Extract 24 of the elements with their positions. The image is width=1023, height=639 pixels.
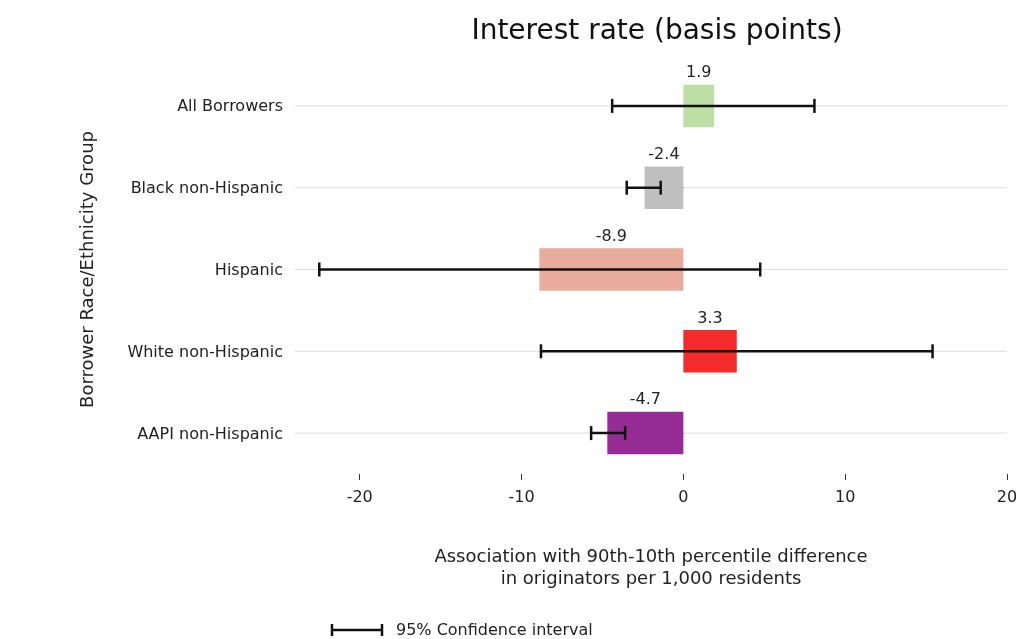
data-label: -8.9 xyxy=(595,225,627,245)
text: 95% Confidence interval xyxy=(396,620,593,639)
x-tick-label: -10 xyxy=(508,486,535,506)
y-axis-title: Borrower Race/Ethnicity Group xyxy=(75,131,97,408)
y-tick-label: White non-Hispanic xyxy=(127,341,283,361)
y-tick-label: Hispanic xyxy=(214,260,283,279)
x-axis-title: Association with 90th-10th percentile difference in originators per 1,000 residents xyxy=(434,544,868,588)
data-label: 3.3 xyxy=(697,307,723,327)
x-tick-label: 20 xyxy=(996,486,1018,506)
bar xyxy=(539,248,684,291)
data-label: 1.9 xyxy=(686,62,712,82)
y-tick-label: All Borrowers xyxy=(177,96,283,116)
x-tick-label: 0 xyxy=(678,486,689,506)
data-label: -4.7 xyxy=(629,389,661,409)
chart-title: Interest rate (basis points) xyxy=(471,12,843,46)
x-tick-label: 10 xyxy=(835,486,856,506)
y-tick-label: AAPI non-Hispanic xyxy=(137,423,283,443)
bar xyxy=(683,330,737,373)
bar xyxy=(683,84,715,128)
data-label: -2.4 xyxy=(648,143,680,163)
y-tick-label: Black non-Hispanic xyxy=(130,178,283,198)
x-tick-label: -20 xyxy=(346,486,373,506)
bar xyxy=(644,166,684,209)
bar xyxy=(607,411,684,455)
